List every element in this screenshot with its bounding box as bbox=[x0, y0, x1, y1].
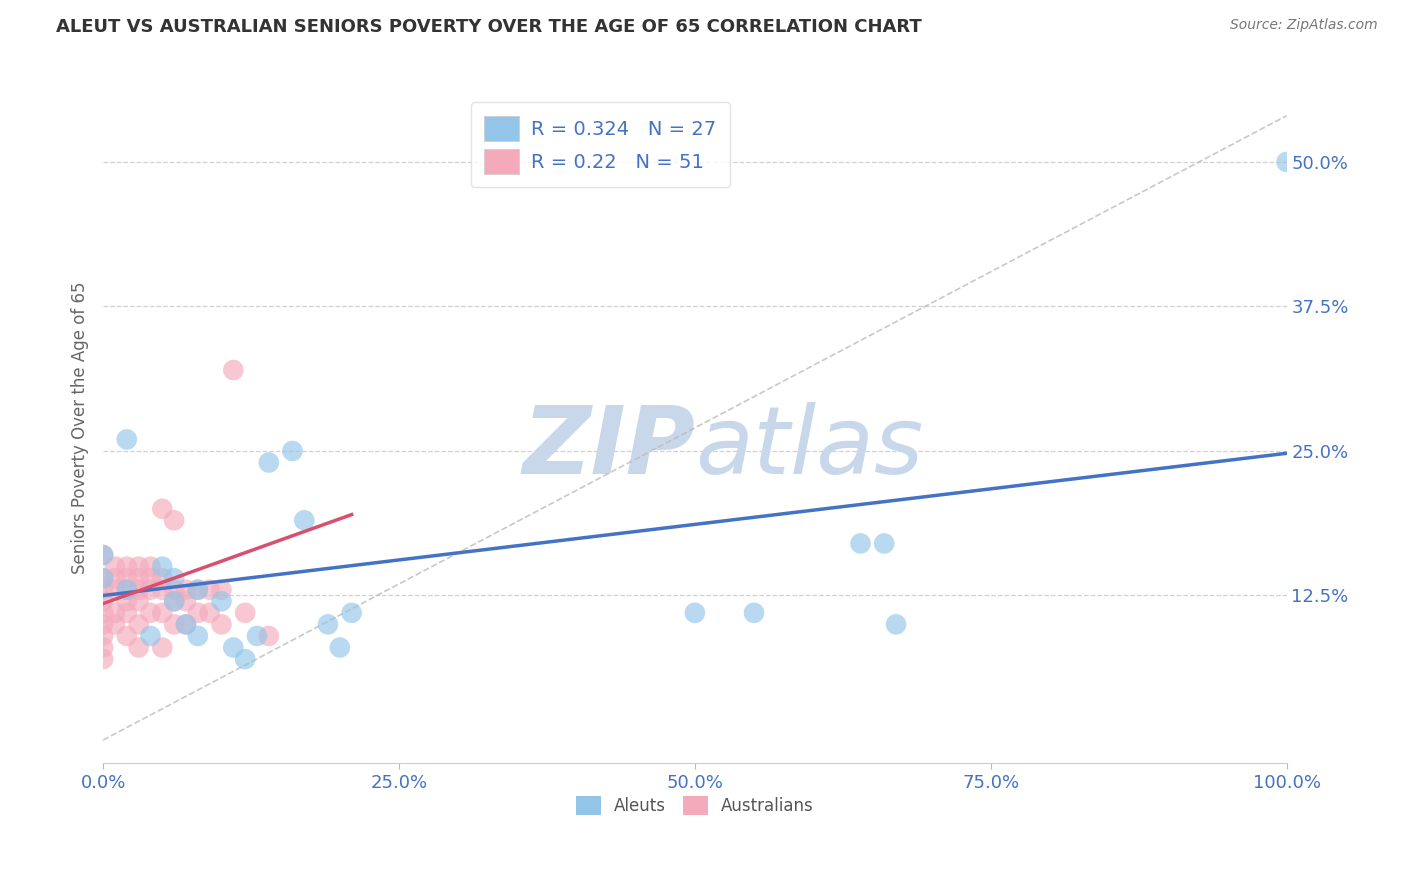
Point bbox=[104, 582, 127, 597]
Point bbox=[222, 640, 245, 655]
Point bbox=[139, 582, 162, 597]
Point bbox=[91, 652, 114, 666]
Point bbox=[174, 594, 197, 608]
Point bbox=[115, 582, 138, 597]
Point bbox=[174, 617, 197, 632]
Point bbox=[163, 594, 186, 608]
Point bbox=[128, 559, 150, 574]
Point bbox=[211, 594, 233, 608]
Point bbox=[115, 594, 138, 608]
Point bbox=[163, 594, 186, 608]
Point bbox=[211, 617, 233, 632]
Point bbox=[683, 606, 706, 620]
Point bbox=[91, 548, 114, 562]
Point bbox=[233, 652, 256, 666]
Text: atlas: atlas bbox=[695, 402, 924, 493]
Point bbox=[187, 582, 209, 597]
Point bbox=[174, 617, 197, 632]
Point bbox=[150, 571, 173, 585]
Point bbox=[91, 571, 114, 585]
Point bbox=[104, 606, 127, 620]
Point bbox=[163, 571, 186, 585]
Point bbox=[139, 606, 162, 620]
Point bbox=[150, 640, 173, 655]
Y-axis label: Seniors Poverty Over the Age of 65: Seniors Poverty Over the Age of 65 bbox=[72, 282, 89, 574]
Point bbox=[91, 640, 114, 655]
Point bbox=[128, 617, 150, 632]
Point bbox=[187, 629, 209, 643]
Point bbox=[115, 559, 138, 574]
Point bbox=[91, 594, 114, 608]
Point bbox=[150, 501, 173, 516]
Point bbox=[198, 582, 221, 597]
Point bbox=[139, 559, 162, 574]
Point bbox=[91, 571, 114, 585]
Point bbox=[222, 363, 245, 377]
Point bbox=[187, 606, 209, 620]
Point bbox=[281, 444, 304, 458]
Point bbox=[139, 629, 162, 643]
Point bbox=[233, 606, 256, 620]
Text: ALEUT VS AUSTRALIAN SENIORS POVERTY OVER THE AGE OF 65 CORRELATION CHART: ALEUT VS AUSTRALIAN SENIORS POVERTY OVER… bbox=[56, 18, 922, 36]
Text: Source: ZipAtlas.com: Source: ZipAtlas.com bbox=[1230, 18, 1378, 32]
Point bbox=[849, 536, 872, 550]
Point bbox=[139, 571, 162, 585]
Point bbox=[104, 571, 127, 585]
Point bbox=[329, 640, 352, 655]
Point bbox=[884, 617, 907, 632]
Point bbox=[128, 640, 150, 655]
Point bbox=[104, 617, 127, 632]
Legend: Aleuts, Australians: Aleuts, Australians bbox=[569, 789, 821, 822]
Point bbox=[174, 582, 197, 597]
Point bbox=[115, 606, 138, 620]
Point bbox=[150, 582, 173, 597]
Point bbox=[1275, 155, 1298, 169]
Point bbox=[91, 582, 114, 597]
Point bbox=[91, 617, 114, 632]
Point bbox=[150, 559, 173, 574]
Point bbox=[187, 582, 209, 597]
Point bbox=[340, 606, 363, 620]
Point bbox=[150, 606, 173, 620]
Point bbox=[163, 513, 186, 527]
Point bbox=[115, 582, 138, 597]
Point bbox=[115, 629, 138, 643]
Point bbox=[91, 548, 114, 562]
Point bbox=[128, 594, 150, 608]
Point bbox=[292, 513, 315, 527]
Point bbox=[91, 606, 114, 620]
Text: ZIP: ZIP bbox=[522, 402, 695, 494]
Point bbox=[211, 582, 233, 597]
Point bbox=[257, 456, 280, 470]
Point bbox=[91, 629, 114, 643]
Point bbox=[128, 571, 150, 585]
Point bbox=[163, 582, 186, 597]
Point bbox=[742, 606, 765, 620]
Point bbox=[104, 559, 127, 574]
Point bbox=[115, 433, 138, 447]
Point bbox=[115, 571, 138, 585]
Point bbox=[198, 606, 221, 620]
Point bbox=[257, 629, 280, 643]
Point bbox=[128, 582, 150, 597]
Point bbox=[163, 617, 186, 632]
Point bbox=[873, 536, 896, 550]
Point bbox=[246, 629, 269, 643]
Point bbox=[316, 617, 339, 632]
